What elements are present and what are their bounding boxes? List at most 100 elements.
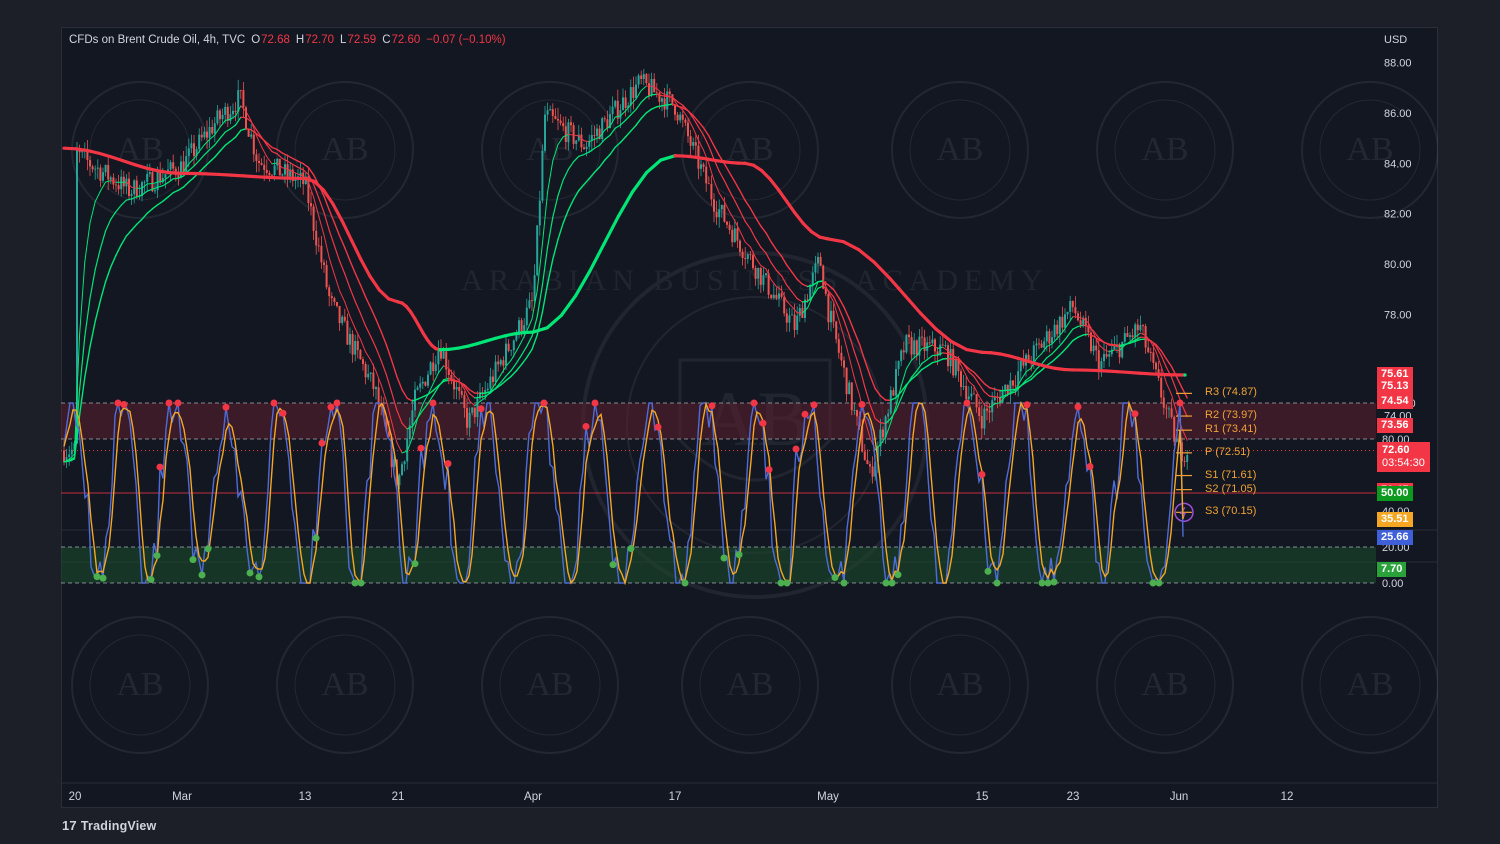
candle-body <box>741 251 744 258</box>
candle-body <box>1183 461 1186 462</box>
candle-body <box>549 109 552 111</box>
candle-body <box>109 177 112 180</box>
ema-slow-line <box>156 200 164 206</box>
ema-slow-line <box>208 156 216 163</box>
ema-slow-line <box>427 389 434 396</box>
candle-body <box>1079 320 1082 325</box>
candle-body <box>853 410 856 411</box>
ema-mid-line <box>832 296 840 309</box>
candle-body <box>187 148 190 157</box>
time-axis[interactable]: 20 Mar 13 21 Apr 17 May 15 23 Jun 12 <box>69 791 1294 803</box>
candle-body <box>104 164 107 173</box>
ema-mid-line <box>391 391 398 411</box>
ema-fast-line <box>911 355 918 361</box>
ema-fast-line <box>905 359 913 370</box>
ema-mid-line <box>640 96 648 103</box>
ema-mid-line <box>562 168 569 181</box>
watermark-text: AB <box>1141 666 1188 703</box>
candle-body <box>393 459 396 467</box>
ema-mid-line <box>708 145 715 160</box>
stoch-d-line <box>63 400 1184 586</box>
candle-body <box>762 275 765 285</box>
ema-fast-line <box>105 180 112 183</box>
symbol-title[interactable]: CFDs on Brent Crude Oil, 4h, TVC <box>69 34 246 46</box>
candle-body <box>94 168 97 170</box>
candle-body <box>234 110 237 112</box>
candle-body <box>588 140 591 147</box>
ema-mid-line <box>838 307 845 321</box>
candle-body <box>593 135 596 136</box>
ema-slow-line <box>120 235 128 246</box>
candle-body <box>707 183 710 185</box>
candle-body <box>130 194 133 196</box>
ema-mid-line <box>552 195 559 218</box>
candle-body <box>689 136 692 146</box>
candle-body <box>164 174 167 178</box>
ema-mid-line <box>120 199 128 206</box>
ema-trend-line <box>1138 371 1154 376</box>
candle-body <box>1038 343 1040 345</box>
chart-canvas[interactable]: ABABABABABABABABABABABABABABABARABIAN BU… <box>61 27 1438 808</box>
ema-mid-line <box>723 180 731 192</box>
candle-body <box>939 344 942 356</box>
ema-slow-line <box>635 117 642 127</box>
ema-mid-line <box>354 300 361 314</box>
high-label: H <box>295 34 305 46</box>
candle-body <box>635 84 637 99</box>
ema-fast-line <box>973 385 980 398</box>
candle-body <box>364 364 367 378</box>
ema-fast-line <box>1129 336 1136 343</box>
stoch-cross-down-dot <box>477 405 485 413</box>
stoch-cross-up-dot <box>357 579 365 587</box>
candle-body <box>424 381 427 386</box>
candle-body <box>349 334 351 345</box>
low-value: 72.59 <box>347 34 377 46</box>
alert-icon[interactable] <box>1174 502 1194 523</box>
candle-body <box>1160 377 1163 398</box>
candle-body <box>169 162 172 170</box>
ema-trend-line <box>602 215 620 246</box>
watermark-text: AB <box>321 666 368 703</box>
ema-slow-line <box>260 137 268 144</box>
ema-fast-line <box>271 162 278 165</box>
candle-body <box>445 351 448 370</box>
stoch-cross-down-dot <box>222 403 230 411</box>
candle-body <box>497 361 500 365</box>
stoch-cross-down-dot <box>963 399 971 407</box>
ema-slow-line <box>604 153 611 161</box>
ema-slow-line <box>895 390 902 399</box>
stoch-cross-up-dot <box>888 579 896 587</box>
ema-fast-line <box>999 396 1006 404</box>
candlestick-series[interactable] <box>63 69 1189 491</box>
ema-fast-line <box>630 98 637 106</box>
candle-body <box>778 293 780 299</box>
ema-slow-line <box>640 112 648 120</box>
ema-mid-line <box>952 355 960 359</box>
oversold-zone <box>61 547 1376 583</box>
candle-body <box>1170 408 1173 417</box>
pivot-label: P (72.51) <box>1205 445 1251 458</box>
date-tick-label: May <box>817 791 839 803</box>
stoch-cross-down-dot <box>174 399 182 407</box>
ema-slow-line <box>406 397 414 402</box>
ema-mid-line <box>702 134 710 147</box>
ema-slow-line <box>1056 351 1064 358</box>
ema-fast-line <box>531 290 538 320</box>
tradingview-logo[interactable]: 17 TradingView <box>62 818 156 833</box>
stoch-cross-up-dot <box>777 579 785 587</box>
tradingview-text: TradingView <box>80 819 157 833</box>
ema-mid-line <box>968 371 975 378</box>
ema-mid-line <box>209 144 216 151</box>
ema-slow-line <box>323 195 330 211</box>
ema-mid-line <box>848 334 856 353</box>
ema-slow-line <box>864 359 871 377</box>
ema-mid-line <box>1134 336 1142 341</box>
ema-fast-line <box>593 136 601 140</box>
currency-label[interactable]: USD <box>1384 34 1408 46</box>
ema-trend-line <box>573 269 592 298</box>
ema-slow-line <box>307 166 315 176</box>
ema-slow-line <box>115 244 122 256</box>
ema-mid-line <box>255 129 263 138</box>
stoch-tick-label: 0.00 <box>1382 578 1403 590</box>
ema-trend-line <box>205 172 221 177</box>
